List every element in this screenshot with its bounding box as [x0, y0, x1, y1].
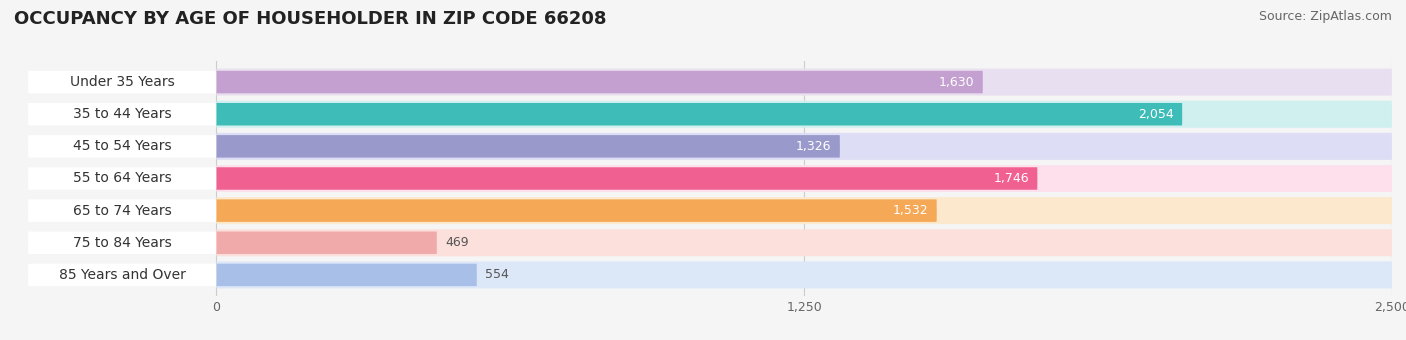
- Text: 65 to 74 Years: 65 to 74 Years: [73, 204, 172, 218]
- FancyBboxPatch shape: [28, 167, 217, 190]
- FancyBboxPatch shape: [217, 103, 1182, 125]
- FancyBboxPatch shape: [28, 199, 217, 222]
- FancyBboxPatch shape: [217, 133, 1392, 160]
- FancyBboxPatch shape: [28, 135, 217, 158]
- Text: 85 Years and Over: 85 Years and Over: [59, 268, 186, 282]
- FancyBboxPatch shape: [217, 135, 839, 158]
- FancyBboxPatch shape: [217, 199, 936, 222]
- Text: 469: 469: [446, 236, 470, 249]
- FancyBboxPatch shape: [217, 261, 1392, 288]
- FancyBboxPatch shape: [217, 167, 1038, 190]
- Text: 1,326: 1,326: [796, 140, 831, 153]
- Text: 45 to 54 Years: 45 to 54 Years: [73, 139, 172, 153]
- Text: 554: 554: [485, 268, 509, 282]
- Text: 75 to 84 Years: 75 to 84 Years: [73, 236, 172, 250]
- FancyBboxPatch shape: [217, 69, 1392, 96]
- Text: Under 35 Years: Under 35 Years: [70, 75, 174, 89]
- Text: 1,532: 1,532: [893, 204, 928, 217]
- Text: 35 to 44 Years: 35 to 44 Years: [73, 107, 172, 121]
- Text: 1,746: 1,746: [993, 172, 1029, 185]
- FancyBboxPatch shape: [217, 197, 1392, 224]
- Text: 55 to 64 Years: 55 to 64 Years: [73, 171, 172, 186]
- Text: Source: ZipAtlas.com: Source: ZipAtlas.com: [1258, 10, 1392, 23]
- FancyBboxPatch shape: [28, 264, 217, 286]
- Text: 1,630: 1,630: [939, 75, 974, 89]
- Text: 2,054: 2,054: [1137, 108, 1174, 121]
- FancyBboxPatch shape: [217, 165, 1392, 192]
- FancyBboxPatch shape: [28, 232, 217, 254]
- Text: OCCUPANCY BY AGE OF HOUSEHOLDER IN ZIP CODE 66208: OCCUPANCY BY AGE OF HOUSEHOLDER IN ZIP C…: [14, 10, 606, 28]
- FancyBboxPatch shape: [217, 101, 1392, 128]
- FancyBboxPatch shape: [217, 264, 477, 286]
- FancyBboxPatch shape: [28, 71, 217, 94]
- FancyBboxPatch shape: [217, 232, 437, 254]
- FancyBboxPatch shape: [28, 103, 217, 125]
- FancyBboxPatch shape: [217, 71, 983, 94]
- FancyBboxPatch shape: [217, 229, 1392, 256]
